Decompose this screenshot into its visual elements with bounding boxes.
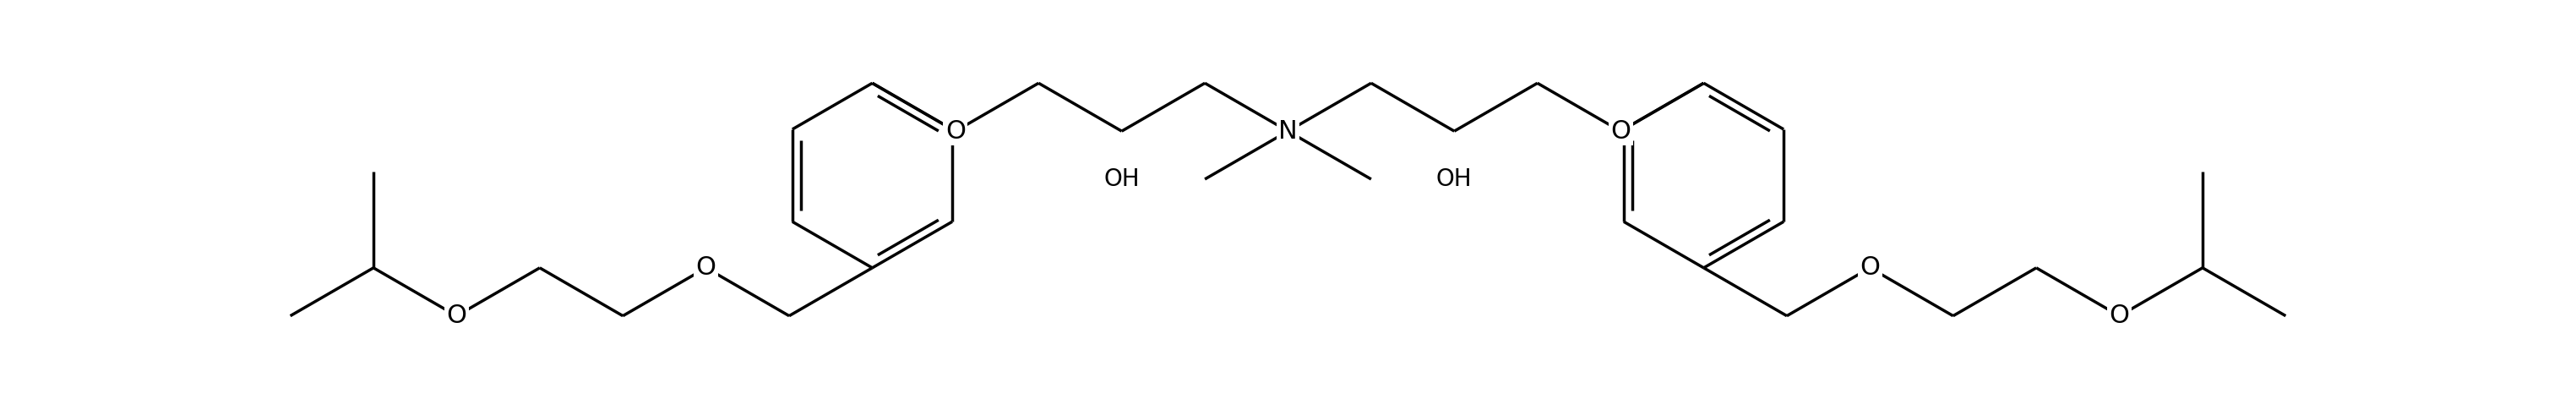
Text: O: O [2110,304,2130,328]
Text: OH: OH [1437,167,1473,191]
Text: N: N [1278,119,1298,143]
Text: O: O [1860,256,1880,280]
Text: O: O [945,119,966,143]
Text: O: O [446,304,466,328]
Text: O: O [1610,119,1631,143]
Text: OH: OH [1103,167,1139,191]
Text: O: O [696,256,716,280]
